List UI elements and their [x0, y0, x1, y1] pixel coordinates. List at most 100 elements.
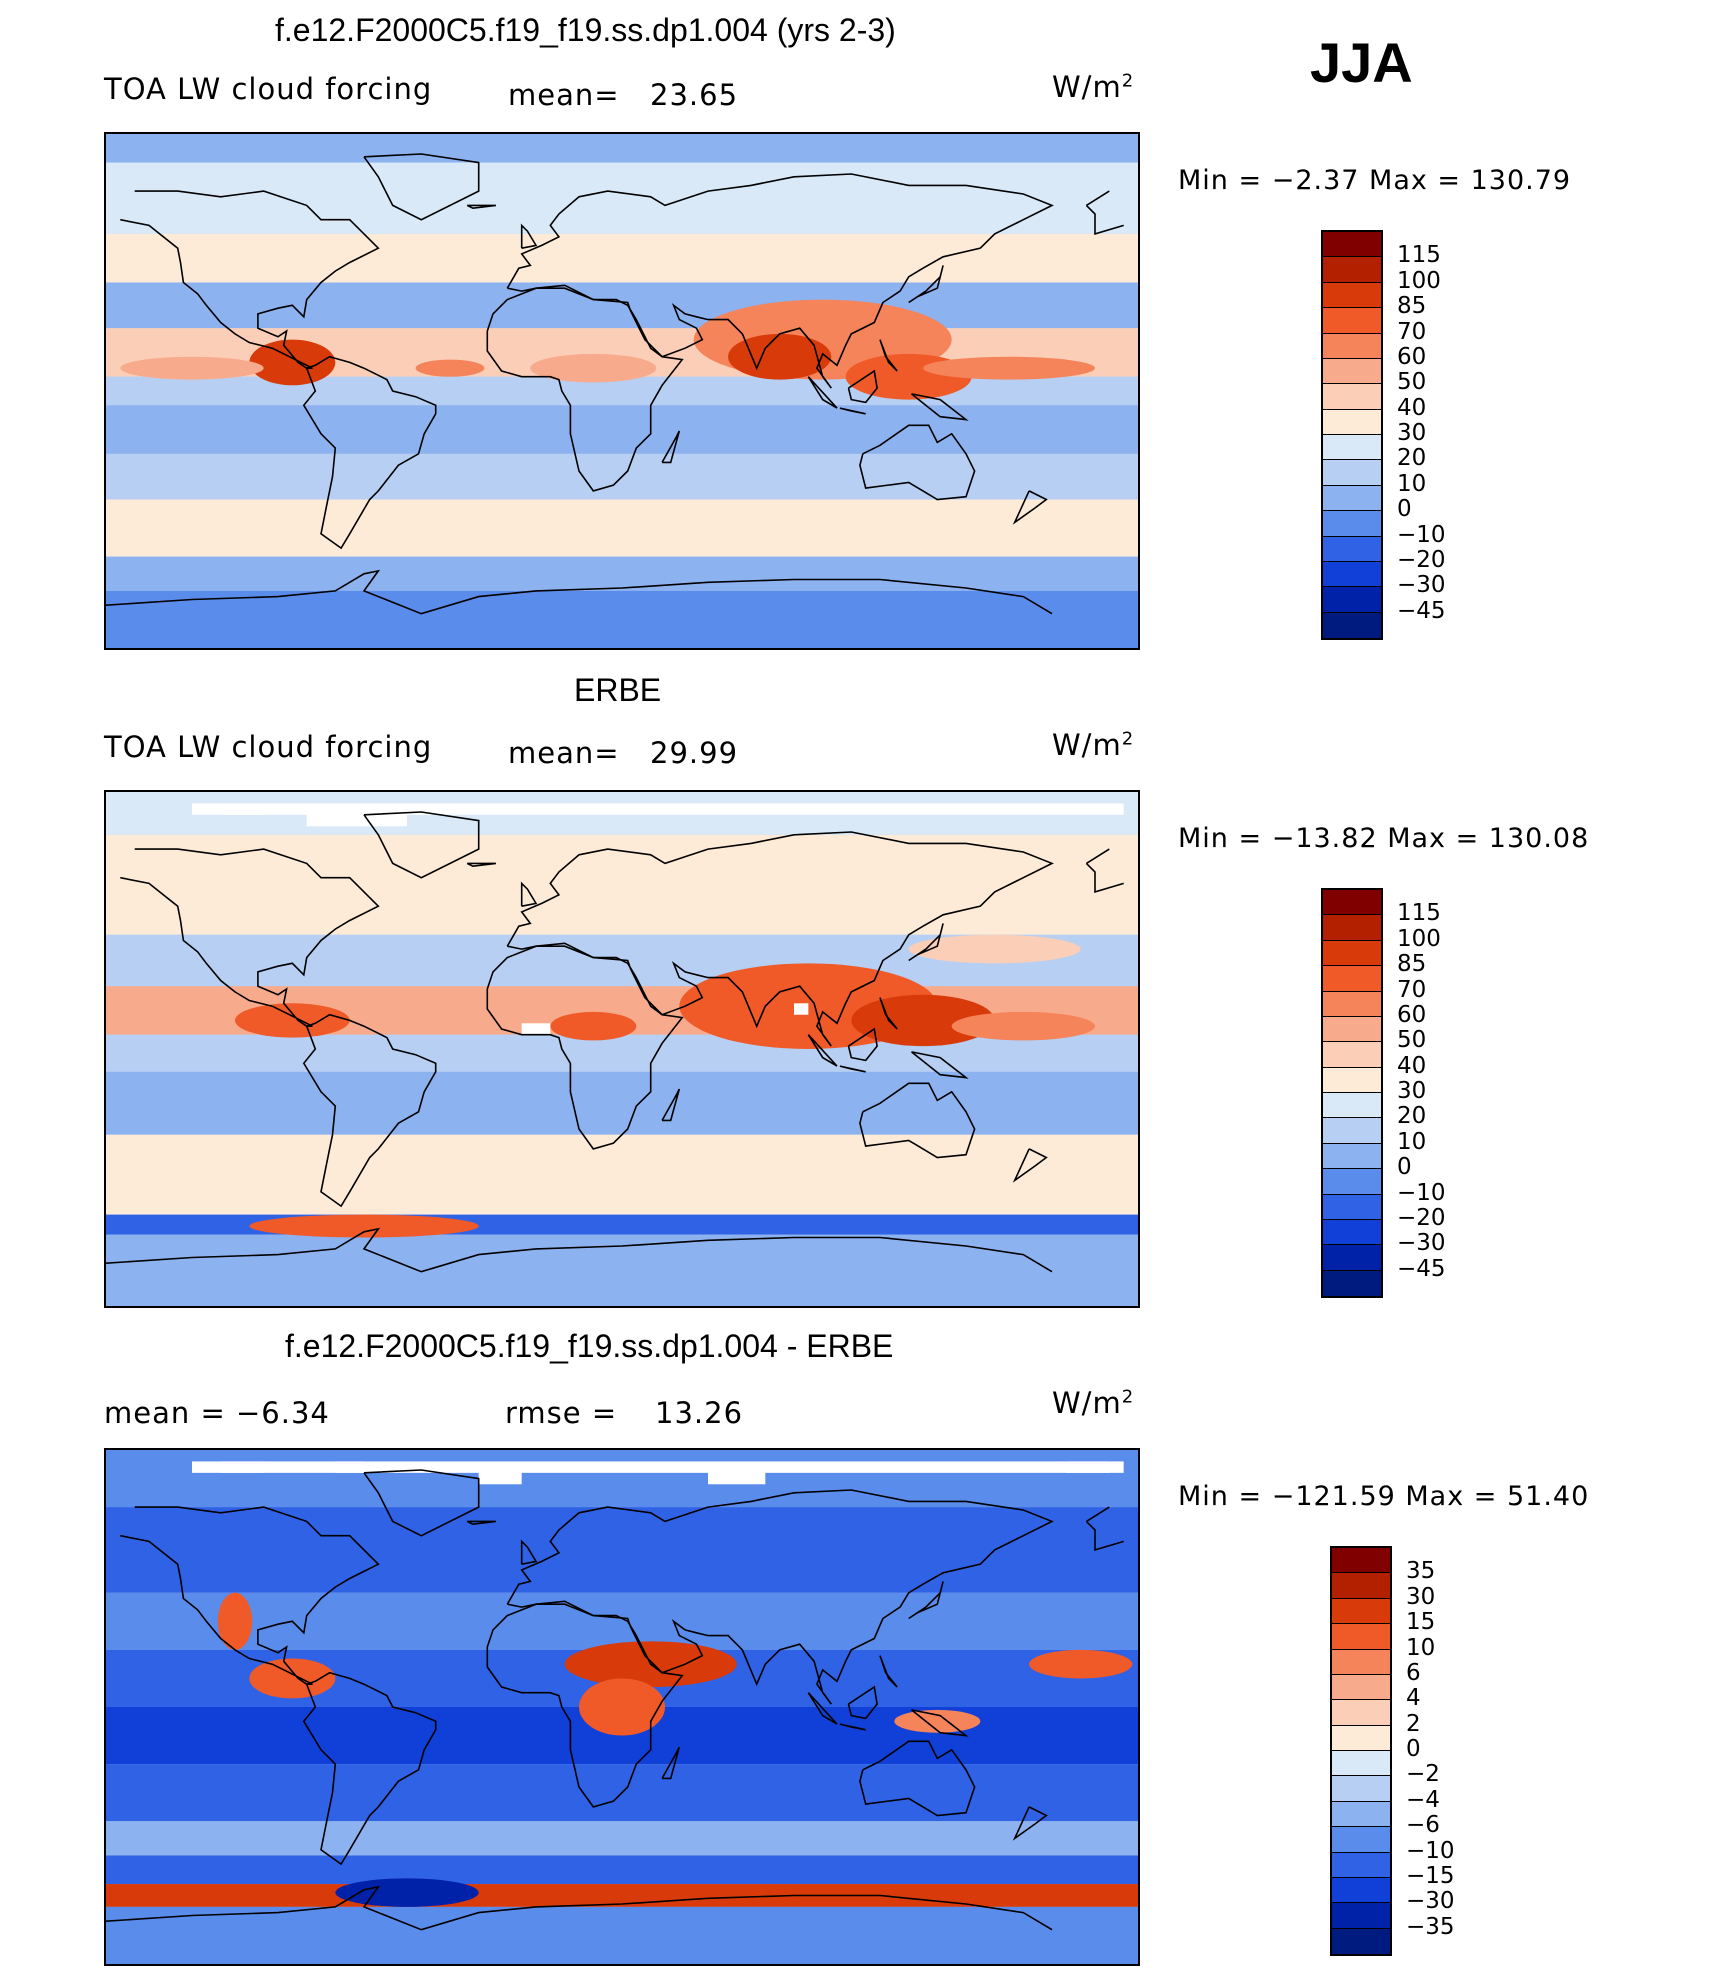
field-anomaly	[249, 1658, 336, 1699]
coastline	[859, 1082, 976, 1159]
field-band	[106, 1450, 1138, 1508]
colorbar-swatch	[1323, 1143, 1381, 1170]
coastline	[911, 1051, 969, 1079]
colorbar-tick-label: 15	[1406, 1609, 1436, 1636]
coastline	[839, 1065, 866, 1073]
coastline	[839, 407, 866, 415]
panel-obs-title: ERBE	[574, 672, 662, 708]
coastline	[879, 1655, 898, 1688]
colorbar-swatch	[1332, 1674, 1390, 1701]
field-anomaly	[908, 934, 1081, 964]
colorbar-swatch	[1332, 1624, 1390, 1650]
coastline	[120, 848, 1124, 1027]
coastline	[106, 1885, 1053, 1931]
field-anomaly	[235, 1003, 350, 1038]
coastline	[661, 1746, 681, 1780]
panel-model-minmax: Min = −2.37 Max = 130.79	[1178, 165, 1572, 196]
colorbar-swatch	[1323, 1194, 1381, 1220]
field-anomaly	[851, 994, 995, 1047]
colorbar-tick-label: −30	[1406, 1888, 1455, 1915]
coastline	[1012, 1148, 1048, 1183]
colorbar-tick-label: −35	[1406, 1913, 1455, 1940]
colorbar-swatch	[1332, 1801, 1390, 1828]
panel-obs-minmax: Min = −13.82 Max = 130.08	[1178, 823, 1590, 854]
field-band	[106, 1855, 1138, 1885]
field-anomaly	[415, 359, 485, 377]
panel-diff-title: f.e12.F2000C5.f19_f19.ss.dp1.004 - ERBE	[285, 1328, 894, 1364]
colorbar-swatch	[1332, 1700, 1390, 1726]
colorbar-tick-label: −20	[1397, 546, 1446, 573]
colorbar-swatch	[1323, 409, 1381, 435]
field-band	[106, 134, 1138, 163]
coastline	[807, 1692, 838, 1725]
panel-model-colorbar	[1321, 230, 1383, 640]
field-band	[106, 282, 1138, 329]
colorbar-swatch	[1323, 940, 1381, 967]
field-band	[106, 233, 1138, 283]
colorbar-tick-label: −6	[1406, 1812, 1440, 1839]
coastline	[506, 1489, 1054, 1705]
coastline	[661, 1088, 681, 1122]
panel-obs-colorbar	[1321, 888, 1383, 1298]
missing-data-patch	[192, 803, 1124, 815]
coastline	[879, 339, 898, 372]
colorbar-swatch	[1323, 232, 1381, 258]
coastline	[911, 1709, 969, 1737]
panel-diff-map	[104, 1448, 1140, 1966]
panel-diff-field	[106, 1450, 1138, 1964]
field-band	[106, 590, 1138, 648]
missing-data-patch	[306, 811, 407, 827]
colorbar-swatch	[1332, 1548, 1390, 1574]
coastline	[661, 430, 681, 464]
colorbar-tick-label: 35	[1406, 1558, 1436, 1585]
colorbar-tick-label: 30	[1397, 1078, 1427, 1104]
colorbar-swatch	[1323, 460, 1381, 486]
colorbar-tick-label: 40	[1397, 394, 1427, 421]
coastline	[520, 223, 538, 249]
coastline	[908, 1581, 944, 1620]
colorbar-tick-label: −10	[1406, 1837, 1455, 1864]
colorbar-swatch	[1332, 1751, 1390, 1777]
coastline	[466, 862, 496, 868]
panel-model-field	[106, 134, 1138, 648]
coastline	[486, 1600, 684, 1808]
missing-data-patch	[335, 1461, 364, 1473]
colorbar-tick-label: 70	[1397, 976, 1427, 1003]
panel-model-mean-value: 23.65	[650, 78, 739, 112]
panel-diff-rmse-value: 13.26	[655, 1396, 744, 1430]
colorbar-swatch	[1323, 890, 1381, 916]
coastline	[839, 1723, 866, 1731]
coastline	[520, 1539, 538, 1565]
field-anomaly	[728, 333, 832, 380]
coastline	[302, 355, 437, 550]
colorbar-tick-label: 10	[1406, 1634, 1436, 1661]
coastline	[911, 393, 969, 421]
missing-data-patch	[192, 1461, 1124, 1473]
colorbar-swatch	[1332, 1903, 1390, 1929]
field-anomaly	[894, 1709, 981, 1733]
panel-diff-minmax: Min = −121.59 Max = 51.40	[1178, 1481, 1590, 1512]
colorbar-tick-label: 30	[1397, 420, 1427, 446]
colorbar-tick-label: 115	[1397, 242, 1441, 269]
colorbar-swatch	[1323, 1270, 1381, 1296]
colorbar-tick-label: 60	[1397, 343, 1427, 370]
coastline	[120, 1506, 1124, 1685]
colorbar-swatch	[1323, 1067, 1381, 1093]
field-anomaly	[951, 1011, 1095, 1041]
colorbar-swatch	[1323, 1042, 1381, 1068]
coastline	[363, 153, 480, 221]
field-anomaly	[579, 1678, 665, 1736]
coastline	[847, 1685, 878, 1720]
colorbar-swatch	[1323, 511, 1381, 537]
field-band	[106, 1906, 1138, 1964]
missing-data-patch	[220, 1461, 264, 1473]
coastline	[506, 173, 1054, 389]
colorbar-swatch	[1332, 1776, 1390, 1802]
colorbar-tick-label: −4	[1406, 1786, 1440, 1813]
field-anomaly	[249, 339, 336, 386]
coastline	[879, 997, 898, 1030]
colorbar-swatch	[1323, 1016, 1381, 1043]
field-anomaly	[335, 1878, 479, 1907]
panel-model-title: f.e12.F2000C5.f19_f19.ss.dp1.004 (yrs 2-…	[275, 12, 896, 48]
colorbar-tick-label: 2	[1406, 1710, 1421, 1737]
